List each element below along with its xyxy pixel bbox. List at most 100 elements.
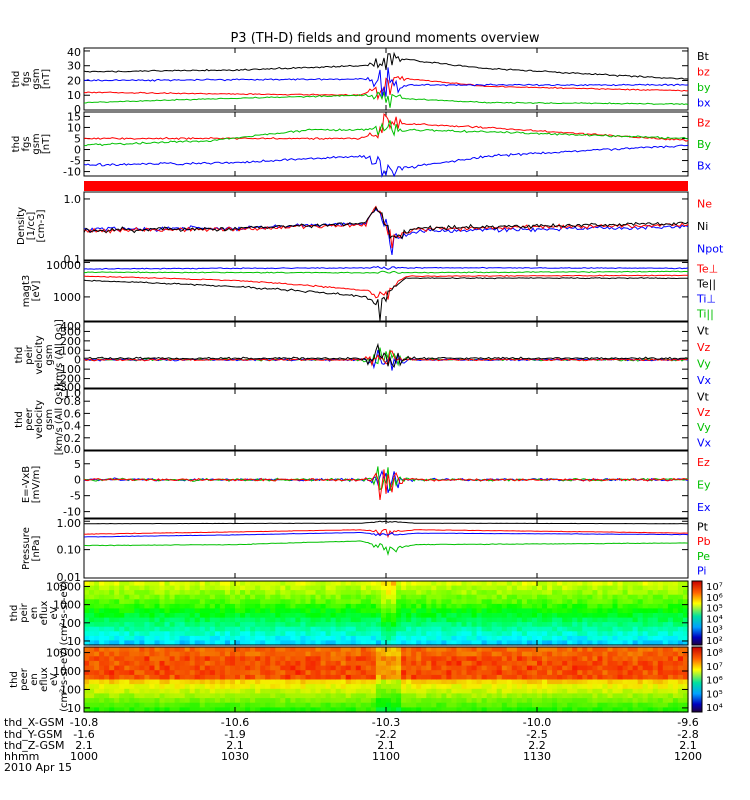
spectrogram-cell: [381, 640, 387, 646]
spectrogram-cell: [491, 594, 498, 600]
spectrogram-cell: [224, 603, 231, 610]
spectrogram-cell: [109, 674, 115, 681]
spectrogram-cell: [240, 656, 246, 662]
spectrogram-cell: [350, 698, 357, 704]
spectrogram-cell: [592, 698, 598, 704]
spectrogram-cell: [104, 622, 110, 628]
y-tick-label: 0: [74, 144, 81, 157]
spectrogram-cell: [466, 608, 473, 614]
spectrogram-cell: [486, 674, 493, 681]
spectrogram-cell: [104, 603, 110, 610]
spectrogram-cell: [627, 599, 634, 605]
spectrogram-cell: [235, 698, 241, 704]
spectrogram-cell: [446, 679, 452, 685]
spectrogram-cell: [396, 585, 402, 591]
spectrogram-cell: [255, 702, 261, 708]
spectrogram-cell: [124, 622, 130, 628]
spectrogram-cell: [441, 613, 447, 619]
y-axis-label: velocity: [34, 400, 45, 439]
spectrogram-cell: [340, 660, 347, 667]
spectrogram-cell: [325, 594, 332, 600]
spectrogram-cell: [330, 599, 337, 605]
spectrogram-cell: [426, 660, 432, 667]
spectrogram-cell: [683, 679, 689, 685]
spectrogram-cell: [164, 679, 171, 685]
spectrogram-cell: [607, 613, 614, 619]
spectrogram-cell: [612, 635, 619, 642]
spectrogram-cell: [330, 590, 337, 596]
spectrogram-cell: [355, 656, 362, 662]
spectrogram-cell: [124, 693, 130, 699]
spectrogram-cell: [285, 707, 291, 713]
spectrogram-cell: [481, 594, 488, 600]
spectrogram-cell: [572, 640, 578, 646]
spectrogram-cell: [652, 626, 659, 632]
spectrogram-cell: [119, 599, 125, 605]
spectrogram-cell: [310, 635, 317, 642]
spectrogram-cell: [109, 608, 115, 614]
spectrogram-cell: [672, 640, 679, 646]
spectrogram-cell: [562, 651, 568, 657]
spectrogram-cell: [270, 679, 276, 685]
spectrogram-cell: [199, 665, 206, 671]
spectrogram-cell: [516, 640, 523, 646]
spectrogram-cell: [300, 613, 306, 619]
spectrogram-cell: [134, 603, 140, 610]
spectrogram-cell: [532, 651, 538, 657]
x-row-value: -10.8: [70, 716, 98, 729]
spectrogram-cell: [119, 590, 125, 596]
x-row-value: -2.8: [677, 728, 698, 741]
spectrogram-cell: [416, 707, 422, 713]
spectrogram-cell: [496, 590, 503, 596]
spectrogram-cell: [365, 631, 372, 637]
spectrogram-cell: [416, 581, 422, 587]
spectrogram-cell: [431, 590, 437, 596]
spectrogram-cell: [84, 626, 90, 632]
spectrogram-cell: [511, 585, 518, 591]
spectrogram-cell: [300, 626, 306, 632]
spectrogram-cell: [169, 622, 176, 628]
spectrogram-cell: [204, 674, 211, 681]
spectrogram-cell: [134, 684, 140, 690]
spectrogram-cell: [582, 640, 588, 646]
spectrogram-cell: [411, 674, 417, 681]
spectrogram-cell: [572, 626, 578, 632]
y-tick-label: 1.00: [57, 517, 82, 530]
spectrogram-cell: [567, 581, 573, 587]
spectrogram-cell: [567, 647, 573, 653]
spectrogram-cell: [461, 688, 468, 694]
spectrogram-cell: [114, 656, 120, 662]
spectrogram-cell: [441, 626, 447, 632]
spectrogram-cell: [189, 688, 196, 694]
y-axis-label: velocity: [34, 335, 45, 374]
spectrogram-cell: [240, 647, 246, 653]
spectrogram-cell: [401, 674, 407, 681]
spectrogram-cell: [204, 684, 211, 690]
spectrogram-cell: [204, 635, 211, 642]
spectrogram-cell: [567, 656, 573, 662]
spectrogram-cell: [496, 640, 503, 646]
spectrogram-cell: [340, 599, 347, 605]
legend-label: Vy: [697, 421, 711, 434]
spectrogram-cell: [139, 603, 145, 610]
spectrogram-cell: [290, 594, 296, 600]
spectrogram-cell: [411, 608, 417, 614]
spectrogram-cell: [501, 585, 508, 591]
spectrogram-cell: [345, 585, 352, 591]
spectrogram-cell: [406, 665, 412, 671]
spectrogram-cell: [597, 707, 603, 713]
spectrogram-cell: [300, 688, 306, 694]
spectrogram-cell: [275, 608, 281, 614]
spectrogram-cell: [214, 688, 221, 694]
spectrogram-cell: [260, 707, 266, 713]
spectrogram-cell: [174, 613, 181, 619]
spectrogram-cell: [662, 594, 669, 600]
spectrogram-cell: [280, 603, 286, 610]
spectrogram-cell: [647, 608, 654, 614]
spectrogram-cell: [149, 656, 155, 662]
spectrogram-cell: [577, 640, 583, 646]
spectrogram-cell: [255, 581, 261, 587]
spectrogram-cell: [506, 698, 513, 704]
spectrogram-cell: [406, 631, 412, 637]
spectrogram-cell: [179, 660, 186, 667]
